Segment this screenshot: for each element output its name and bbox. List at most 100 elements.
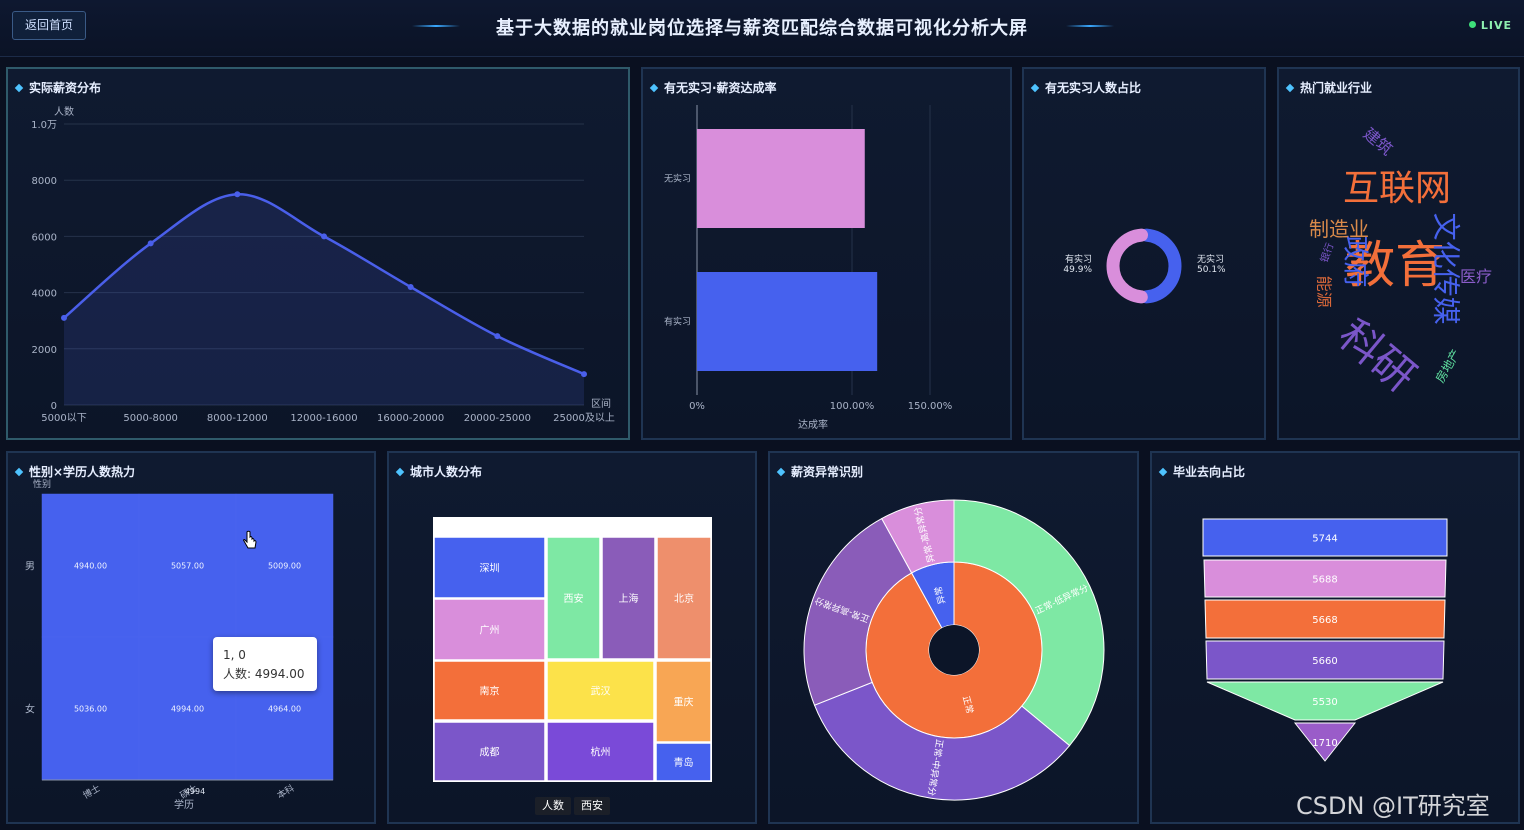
y-tick-label: 有实习 bbox=[664, 316, 691, 328]
x-tick-label: 20000-25000 bbox=[464, 413, 531, 424]
heatmap-value: 4940.00 bbox=[74, 562, 107, 571]
panel-industry: 热门就业行业 bbox=[1277, 67, 1520, 440]
panel-title: 薪资异常识别 bbox=[791, 465, 864, 479]
x-tick-label: 博士 bbox=[81, 782, 103, 801]
word-cloud-word: 制造业 bbox=[1309, 217, 1369, 241]
panel-title: 性别×学历人数热力 bbox=[29, 465, 136, 479]
x-tick-label: 12000-16000 bbox=[290, 413, 357, 424]
x-tick-label: 5000-8000 bbox=[123, 413, 178, 424]
tooltip-line-2: 人数: 4994.00 bbox=[223, 667, 305, 681]
treemap-cell bbox=[655, 742, 712, 782]
treemap-label: 武汉 bbox=[591, 685, 611, 698]
line-area bbox=[64, 194, 584, 405]
heatmap-value: 5009.00 bbox=[268, 562, 301, 571]
treemap-cell bbox=[433, 536, 546, 599]
treemap-label: 青岛 bbox=[674, 756, 694, 769]
word-cloud-word: 建筑 bbox=[1360, 124, 1397, 159]
x-tick-label: 0% bbox=[689, 401, 705, 412]
treemap-cell bbox=[433, 598, 546, 661]
treemap-cell bbox=[601, 536, 656, 660]
funnel-segment bbox=[1204, 599, 1446, 639]
treemap-label: 深圳 bbox=[480, 563, 500, 575]
live-dot-icon bbox=[1468, 21, 1476, 28]
x-tick-label: 8000-12000 bbox=[207, 413, 268, 424]
word-cloud-word: 能源 bbox=[1315, 276, 1334, 308]
sunburst-outer-slice bbox=[813, 681, 1071, 801]
treemap-cell bbox=[546, 660, 655, 721]
x-axis-label: 区间 bbox=[591, 397, 611, 410]
donut-slice bbox=[1139, 228, 1182, 304]
tooltip-line-1: 1, 0 bbox=[223, 648, 246, 662]
y-tick-label: 女 bbox=[25, 703, 35, 716]
bar bbox=[697, 129, 865, 228]
treemap-label: 南京 bbox=[480, 685, 500, 698]
data-point bbox=[581, 371, 587, 378]
funnel-value: 5688 bbox=[1312, 575, 1337, 586]
y-tick-label: 男 bbox=[25, 561, 35, 573]
heatmap-value: 5057.00 bbox=[171, 562, 204, 571]
panel-intern-ratio: 有无实习人数占比 bbox=[1022, 67, 1266, 440]
axis-pointer-label: 4994 bbox=[185, 787, 205, 796]
heatmap-value: 4994.00 bbox=[171, 705, 204, 714]
funnel-value: 5668 bbox=[1312, 615, 1337, 626]
heatmap-cell bbox=[235, 493, 334, 638]
word-cloud-word: 房地产 bbox=[1432, 346, 1463, 385]
heatmap-cell bbox=[41, 493, 140, 638]
word-cloud-word: 科研 bbox=[1329, 310, 1425, 402]
panel-title: 城市人数分布 bbox=[410, 465, 483, 479]
funnel-value: 5530 bbox=[1312, 697, 1337, 708]
panel-title: 有无实习人数占比 bbox=[1045, 81, 1142, 95]
panel-title: 有无实习·薪资达成率 bbox=[664, 81, 777, 95]
y-tick-label: 4000 bbox=[32, 289, 57, 300]
sunburst-outer-slice bbox=[881, 499, 955, 574]
funnel-segment bbox=[1205, 640, 1445, 680]
funnel-segment bbox=[1206, 681, 1444, 721]
bar bbox=[697, 272, 878, 371]
treemap-cell bbox=[546, 721, 655, 782]
x-tick-label: 5000以下 bbox=[41, 413, 86, 424]
x-tick-label: 16000-20000 bbox=[377, 413, 444, 424]
treemap-cell bbox=[433, 660, 546, 721]
funnel-segment bbox=[1293, 722, 1357, 762]
treemap-legend-chip[interactable]: 西安 bbox=[574, 797, 610, 815]
funnel-value: 1710 bbox=[1312, 738, 1337, 749]
donut-label: 有实习 bbox=[1065, 253, 1092, 265]
treemap-cell bbox=[546, 536, 601, 660]
donut-label: 49.9% bbox=[1063, 265, 1092, 275]
live-label: LIVE bbox=[1480, 19, 1512, 32]
funnel-value: 5660 bbox=[1312, 656, 1337, 667]
y-tick-label: 0 bbox=[51, 401, 57, 412]
treemap-cell bbox=[433, 721, 546, 782]
treemap-label: 杭州 bbox=[591, 746, 611, 759]
x-axis-label: 学历 bbox=[174, 798, 194, 811]
donut-label: 50.1% bbox=[1197, 265, 1226, 275]
funnel-segment bbox=[1202, 518, 1448, 557]
x-tick-label: 100.00% bbox=[830, 401, 875, 412]
top-bar: 返回首页 基于大数据的就业岗位选择与薪资匹配综合数据可视化分析大屏 LIVE bbox=[0, 0, 1524, 57]
live-indicator: LIVE bbox=[1468, 19, 1512, 32]
watermark: CSDN @IT研究室 bbox=[1296, 792, 1490, 820]
y-tick-label: 2000 bbox=[32, 345, 57, 356]
treemap-legend-chip[interactable]: 人数 bbox=[535, 797, 571, 815]
treemap-label: 重庆 bbox=[674, 696, 694, 709]
data-point bbox=[494, 333, 501, 340]
word-cloud-word: 医疗 bbox=[1460, 267, 1492, 286]
x-tick-label: 150.00% bbox=[908, 401, 953, 412]
word-cloud-word: 文化传媒 bbox=[1430, 213, 1463, 325]
data-point bbox=[407, 283, 414, 290]
word-cloud-word: 政府 bbox=[1339, 235, 1369, 287]
treemap-label: 西安 bbox=[564, 592, 584, 605]
word-cloud-word: 教育 bbox=[1345, 236, 1445, 294]
treemap-cell bbox=[656, 536, 712, 660]
title-left-line bbox=[412, 25, 460, 27]
hand-cursor-icon bbox=[243, 530, 257, 549]
treemap-label: 广州 bbox=[480, 625, 500, 637]
panel-salary: 实际薪资分布 bbox=[6, 67, 630, 440]
data-point bbox=[147, 240, 154, 247]
back-home-button[interactable]: 返回首页 bbox=[12, 11, 86, 40]
heatmap-cell bbox=[41, 636, 140, 781]
sunburst-outer-slice bbox=[803, 517, 913, 706]
funnel-segment bbox=[1203, 559, 1447, 598]
page-title: 基于大数据的就业岗位选择与薪资匹配综合数据可视化分析大屏 bbox=[496, 18, 1028, 39]
